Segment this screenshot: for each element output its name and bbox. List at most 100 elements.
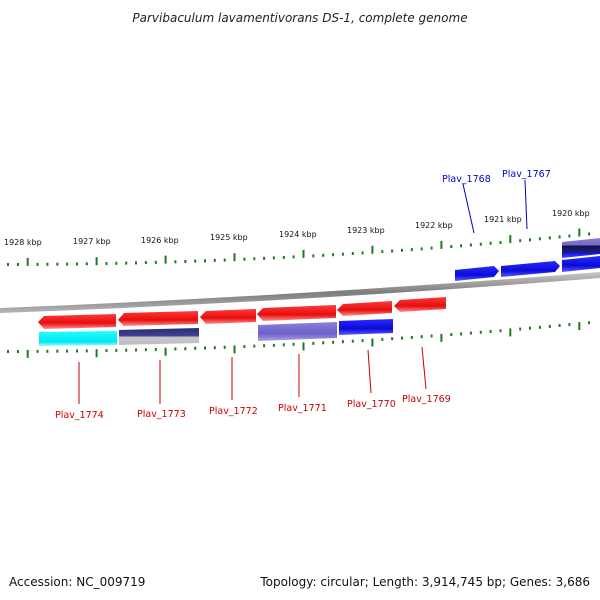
scale-label: 1920 kbp xyxy=(552,209,590,218)
minor-tick xyxy=(529,238,531,242)
major-tick xyxy=(371,338,374,347)
minor-tick xyxy=(36,262,39,266)
minor-tick xyxy=(135,261,137,265)
major-tick xyxy=(440,240,443,249)
minor-tick xyxy=(332,253,335,257)
gene-feature-purple[interactable] xyxy=(258,322,337,341)
minor-tick xyxy=(450,245,453,249)
minor-tick xyxy=(243,257,246,261)
gene-feature-stacked[interactable] xyxy=(562,238,600,258)
major-tick xyxy=(233,345,236,354)
scale-label: 1922 kbp xyxy=(415,221,453,230)
minor-tick xyxy=(341,340,344,344)
scale-label: 1923 kbp xyxy=(347,226,385,235)
gene-feature-navy[interactable] xyxy=(119,328,199,345)
minor-tick xyxy=(538,325,541,329)
minor-tick xyxy=(56,349,59,353)
minor-tick xyxy=(332,340,335,344)
gene-label-plav-1774[interactable]: Plav_1774 xyxy=(55,410,104,421)
minor-tick xyxy=(105,262,108,265)
gene-feature-plav-1769[interactable] xyxy=(394,297,446,312)
scale-label: 1925 kbp xyxy=(210,233,248,242)
minor-tick xyxy=(479,242,482,246)
gene-label-plav-1772[interactable]: Plav_1772 xyxy=(209,406,258,417)
minor-tick xyxy=(144,261,147,265)
minor-tick xyxy=(381,337,384,341)
minor-tick xyxy=(548,236,551,240)
gene-label-plav-1767[interactable]: Plav_1767 xyxy=(502,169,551,180)
minor-tick xyxy=(588,321,591,325)
minor-tick xyxy=(105,349,108,353)
gene-label-plav-1770[interactable]: Plav_1770 xyxy=(347,399,396,410)
minor-tick xyxy=(341,252,344,256)
minor-tick xyxy=(223,345,226,349)
minor-tick xyxy=(272,256,275,260)
major-tick xyxy=(95,349,98,358)
minor-tick xyxy=(499,329,502,333)
minor-tick xyxy=(135,348,137,352)
minor-tick xyxy=(450,333,453,337)
gene-label-plav-1768[interactable]: Plav_1768 xyxy=(442,174,491,185)
minor-tick xyxy=(125,348,128,352)
scale-labels: 1928 kbp 1927 kbp 1926 kbp 1925 kbp 1924… xyxy=(4,209,590,247)
minor-tick xyxy=(361,251,364,255)
major-tick xyxy=(302,249,305,258)
minor-tick xyxy=(204,346,206,350)
minor-tick xyxy=(213,258,216,262)
minor-tick xyxy=(519,327,522,331)
minor-tick xyxy=(489,241,492,245)
gene-feature-blue[interactable] xyxy=(339,319,393,335)
minor-tick xyxy=(420,247,423,251)
reverse-strand-genes xyxy=(38,297,446,346)
minor-tick xyxy=(312,341,315,345)
minor-tick xyxy=(529,326,531,330)
minor-tick xyxy=(184,260,187,263)
gene-feature-edge[interactable] xyxy=(562,256,600,272)
gene-label-plav-1771[interactable]: Plav_1771 xyxy=(278,403,327,414)
gene-feature-cyan[interactable] xyxy=(39,331,117,346)
minor-tick xyxy=(204,259,206,263)
gene-label-plav-1769[interactable]: Plav_1769 xyxy=(402,394,451,405)
scale-label: 1927 kbp xyxy=(73,237,111,246)
major-tick xyxy=(509,235,512,244)
major-tick xyxy=(509,328,512,337)
minor-tick xyxy=(194,346,197,350)
minor-tick xyxy=(7,263,9,266)
label-leaders xyxy=(78,179,528,404)
minor-tick xyxy=(125,261,128,265)
minor-tick xyxy=(420,335,423,339)
minor-tick xyxy=(469,331,472,335)
gene-feature-plav-1773[interactable] xyxy=(118,311,198,326)
minor-tick xyxy=(272,343,275,347)
minor-tick xyxy=(292,255,295,259)
gene-feature-plav-1767[interactable] xyxy=(501,261,560,277)
scale-label: 1926 kbp xyxy=(141,236,179,245)
gene-feature-plav-1774[interactable] xyxy=(38,314,116,329)
minor-tick xyxy=(460,332,463,336)
minor-tick xyxy=(292,342,295,346)
minor-tick xyxy=(401,336,403,340)
minor-tick xyxy=(7,350,9,353)
forward-strand-genes xyxy=(455,238,600,281)
scale-label: 1921 kbp xyxy=(484,215,522,224)
minor-tick xyxy=(213,346,216,350)
major-tick xyxy=(578,228,581,237)
minor-tick xyxy=(351,252,354,255)
minor-tick xyxy=(263,256,266,260)
minor-tick xyxy=(391,249,394,253)
minor-tick xyxy=(282,255,285,259)
minor-tick xyxy=(489,330,492,333)
minor-tick xyxy=(115,261,118,265)
gene-feature-plav-1772[interactable] xyxy=(200,309,256,324)
major-tick xyxy=(371,245,374,254)
minor-tick xyxy=(174,347,177,351)
gene-feature-plav-1768[interactable] xyxy=(455,266,499,281)
minor-tick xyxy=(430,334,433,338)
gene-label-plav-1773[interactable]: Plav_1773 xyxy=(137,409,186,420)
minor-tick xyxy=(430,246,433,250)
gene-feature-plav-1770[interactable] xyxy=(337,301,392,316)
minor-tick xyxy=(282,343,285,347)
gene-feature-plav-1771[interactable] xyxy=(257,305,336,321)
minor-tick xyxy=(460,244,463,248)
